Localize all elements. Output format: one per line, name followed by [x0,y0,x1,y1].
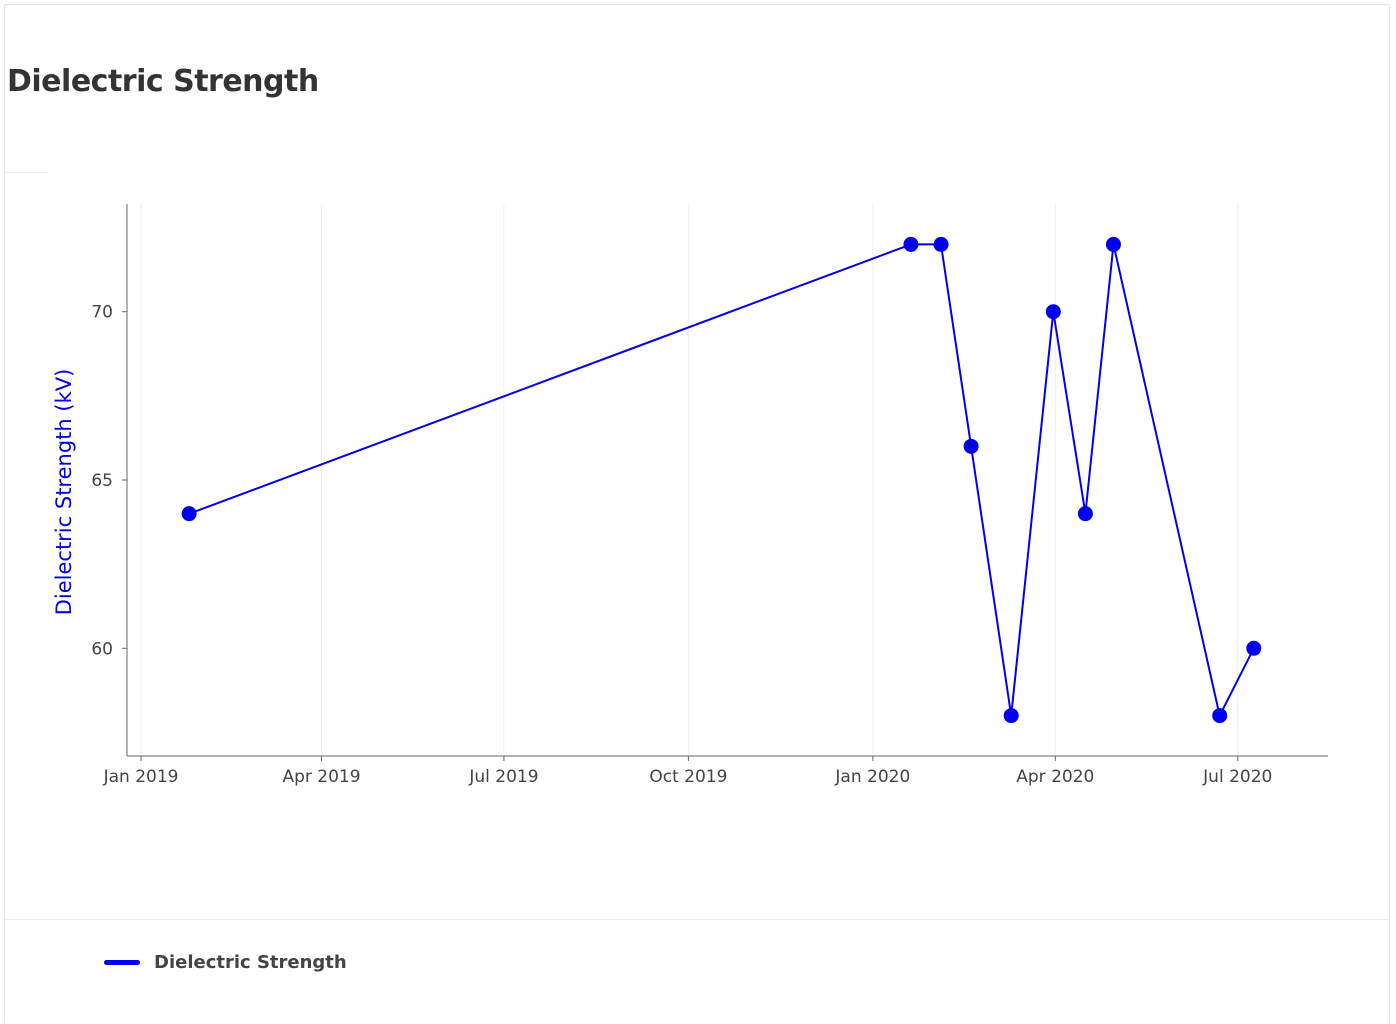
data-point [933,236,949,252]
x-tick-label: Jul 2019 [468,767,538,787]
line-chart: Jan 2019 Apr 2019 Jul 2019 Oct 2019 Jan 2020… [52,204,1328,787]
data-point [1246,640,1262,656]
x-tick-label: Jul 2020 [1202,767,1272,787]
data-point [181,506,197,522]
x-tick-label: Jan 2020 [834,767,910,787]
data-point [1105,236,1121,252]
x-tick-label: Apr 2019 [282,767,360,787]
data-point [963,438,979,454]
y-tick-label: 60 [91,639,113,659]
y-axis-title: Dielectric Strength (kV) [52,369,76,616]
x-tick-label: Apr 2020 [1016,767,1094,787]
y-tick-label: 70 [91,303,113,323]
data-point [903,236,919,252]
series-line [188,243,1255,717]
data-point [1045,304,1061,320]
legend-divider [5,919,1389,920]
data-point [1212,708,1228,724]
x-tick-label: Jan 2019 [103,767,179,787]
legend-swatch [104,960,140,965]
x-tick-label: Oct 2019 [649,767,727,787]
y-tick-label: 65 [91,471,113,491]
chart-legend[interactable]: Dielectric Strength [104,952,347,973]
chart-card [4,4,1390,1024]
title-divider [5,172,48,173]
data-point [1003,708,1019,724]
data-point [1077,506,1093,522]
page-title: Dielectric Strength [7,64,319,99]
legend-label: Dielectric Strength [154,952,347,973]
